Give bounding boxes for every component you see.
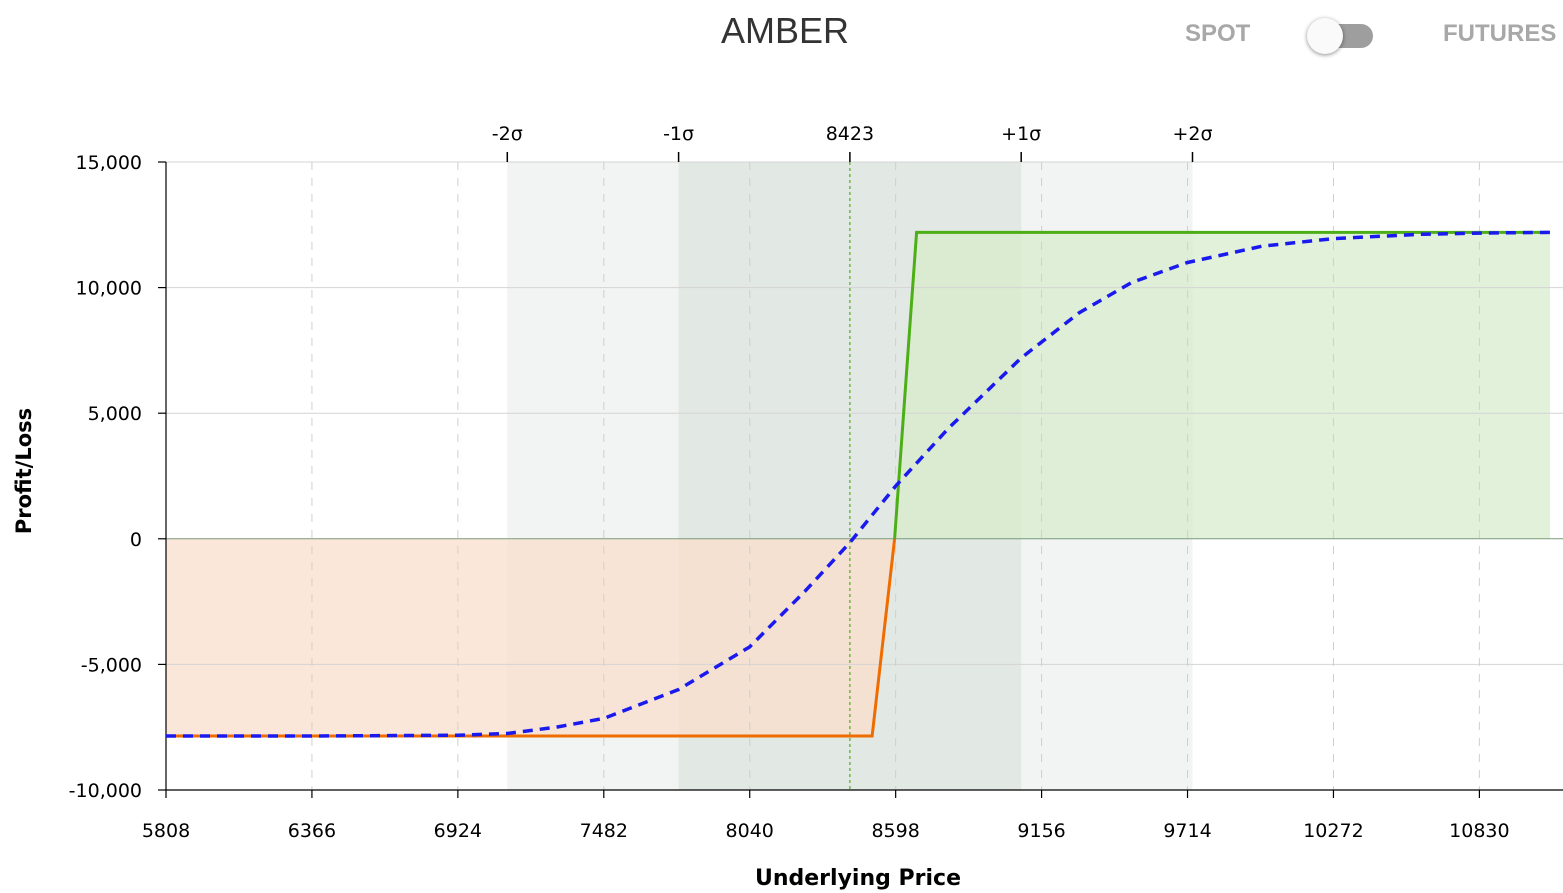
y-tick-label: 5,000 <box>88 403 142 425</box>
x-tick-label: 5808 <box>142 820 190 842</box>
top-axis-label: -1σ <box>663 123 694 145</box>
y-axis-title: Profit/Loss <box>12 408 36 534</box>
y-tick-label: 15,000 <box>76 152 142 174</box>
profit-area <box>894 232 1550 539</box>
loss-area <box>166 538 895 736</box>
y-tick-label: -5,000 <box>81 654 142 676</box>
y-tick-label: 10,000 <box>76 278 142 300</box>
y-tick-label: -10,000 <box>69 780 142 802</box>
switch-knob[interactable] <box>1307 18 1343 54</box>
top-axis-label: 8423 <box>826 123 874 145</box>
x-tick-label: 8598 <box>871 820 919 842</box>
y-tick-label: 0 <box>130 529 142 551</box>
market-toggle: SPOT FUTURES <box>1163 12 1563 56</box>
page-title: AMBER <box>720 10 850 51</box>
spot-futures-switch[interactable] <box>1301 16 1387 56</box>
x-tick-label: 7482 <box>580 820 628 842</box>
expected-payoff-line <box>166 230 1551 738</box>
x-axis-title: Underlying Price <box>755 866 961 891</box>
x-tick-label: 10830 <box>1449 820 1509 842</box>
top-axis-label: +2σ <box>1172 123 1212 145</box>
top-axis-label: +1σ <box>1001 123 1041 145</box>
x-tick-label: 9156 <box>1017 820 1065 842</box>
top-axis-label: -2σ <box>492 123 523 145</box>
x-tick-label: 6366 <box>288 820 336 842</box>
spot-label[interactable]: SPOT <box>1185 20 1251 47</box>
x-tick-label: 6924 <box>434 820 482 842</box>
x-tick-label: 10272 <box>1303 820 1363 842</box>
x-tick-label: 9714 <box>1163 820 1211 842</box>
futures-label[interactable]: FUTURES <box>1443 20 1557 47</box>
loss-payoff-line <box>166 538 897 738</box>
profit-payoff-line <box>893 230 1550 539</box>
x-tick-label: 8040 <box>726 820 774 842</box>
